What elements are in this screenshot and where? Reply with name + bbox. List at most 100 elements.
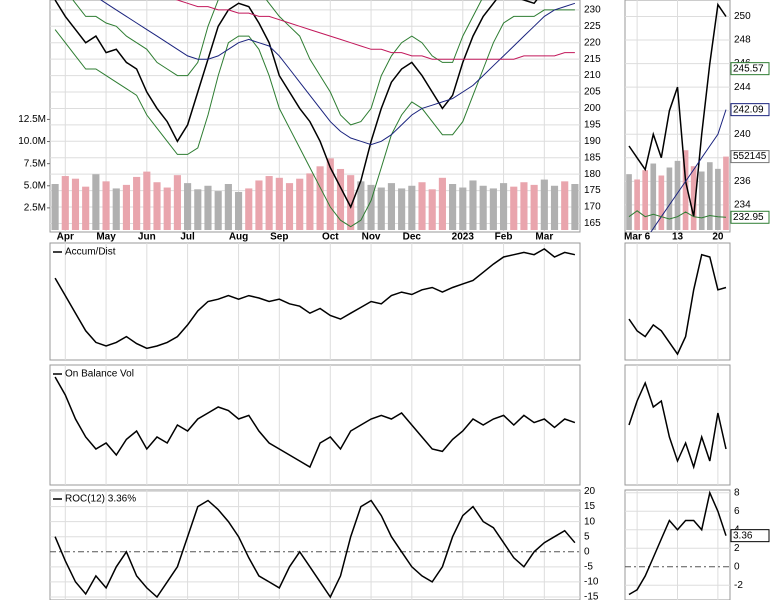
y-tick-label: 0 (734, 561, 740, 572)
volume-bar (122, 184, 131, 230)
y-tick-label: -5 (584, 561, 593, 572)
volume-bar (133, 176, 141, 230)
volume-bar (173, 175, 181, 230)
volume-bar (255, 180, 263, 230)
volume-bar (153, 182, 161, 230)
volume-bar (71, 178, 80, 230)
y-tick-label: 225 (584, 21, 601, 32)
volume-bar (499, 183, 508, 230)
value-marker-label: 3.36 (733, 530, 753, 541)
volume-bar (82, 186, 90, 230)
volume-bar (682, 150, 689, 230)
y-tick-label: 236 (734, 176, 751, 187)
volume-bar (61, 176, 69, 230)
x-tick-label: Nov (362, 232, 381, 243)
panel-title: On Balance Vol (65, 369, 134, 380)
volume-bar (642, 170, 649, 230)
volume-bar (143, 171, 151, 230)
volume-bar (194, 189, 202, 230)
series-line (175, 0, 575, 60)
x-tick-label: Mar (535, 232, 553, 243)
volume-bar (347, 175, 355, 230)
value-marker-label: 245.57 (733, 63, 764, 74)
y-tick-label: -10 (584, 577, 599, 588)
volume-bar (690, 166, 697, 230)
series-line (628, 253, 727, 356)
volume-bar (234, 191, 243, 230)
x-tick-label: Aug (229, 232, 248, 243)
value-marker-label: 552145 (733, 151, 767, 162)
value-marker (730, 103, 770, 117)
volume-bar (634, 179, 640, 230)
volume-bar (723, 156, 729, 230)
volume-bar (245, 188, 253, 230)
volume-bar (398, 188, 406, 230)
y-tick-label: 0 (584, 546, 590, 557)
volume-bar (306, 173, 314, 230)
y-tick-label: -15 (584, 592, 599, 600)
volume-bar (265, 176, 273, 230)
panel-background (49, 364, 581, 486)
y-tick-label: 8 (734, 487, 740, 498)
volume-bar (204, 185, 212, 230)
series-line (628, 210, 727, 220)
volume-bar (626, 174, 632, 230)
volume-bar (214, 191, 222, 230)
volume-bar (224, 184, 232, 230)
volume-bar (489, 188, 497, 230)
volume-bar (438, 177, 446, 230)
volume-bar (408, 185, 416, 230)
y-tick-label: 230 (584, 4, 601, 15)
volume-bar (102, 181, 110, 230)
volume-bar (698, 171, 705, 230)
volume-bar (658, 175, 665, 230)
volume-bar (387, 183, 396, 230)
series-line (54, 9, 575, 228)
volume-bar (530, 184, 538, 230)
y-tick-label: -2 (734, 580, 743, 591)
y-tick-label: 10 (584, 516, 596, 527)
volume-bar (550, 185, 559, 230)
volume-bar (666, 167, 673, 230)
y-tick-label: 165 (584, 218, 601, 229)
y-tick-label: 205 (584, 87, 601, 98)
series-line (628, 490, 727, 596)
volume-bar (112, 188, 120, 230)
volume-bar (540, 179, 548, 230)
x-tick-label: May (96, 232, 116, 243)
y-tick-label: 240 (734, 129, 751, 140)
series-line (100, 0, 576, 146)
y-tick-label: 175 (584, 185, 601, 196)
volume-bar (510, 186, 518, 230)
volume-bar (92, 174, 100, 230)
series-line (628, 380, 727, 470)
y-tick-label: 220 (584, 37, 601, 48)
series-line (54, 376, 576, 469)
y-tick-label: 195 (584, 120, 601, 131)
value-marker (730, 529, 770, 543)
volume-tick-label: 7.5M (24, 158, 46, 169)
series-line (72, 0, 483, 126)
y-tick-label: 234 (734, 200, 751, 211)
volume-bar (275, 177, 283, 230)
volume-tick-label: 5.0M (24, 180, 46, 191)
series-line (628, 2, 727, 217)
volume-bar (163, 187, 171, 230)
series-line (54, 0, 538, 209)
x-tick-label: Sep (270, 232, 288, 243)
value-marker-label: 242.09 (733, 104, 764, 115)
x-tick-label: Jun (138, 232, 156, 243)
y-tick-label: 6 (734, 506, 740, 517)
x-tick-label: Mar 6 (624, 232, 651, 243)
volume-bar (326, 158, 334, 230)
volume-tick-label: 2.5M (24, 203, 46, 214)
panel-title: ROC(12) 3.36% (65, 494, 136, 505)
volume-bar (479, 185, 487, 230)
volume-bar (706, 162, 713, 230)
x-tick-label: 20 (712, 232, 724, 243)
series-line (54, 247, 576, 350)
volume-bar (715, 168, 721, 230)
x-tick-label: 2023 (452, 232, 475, 243)
volume-bar (650, 163, 657, 230)
